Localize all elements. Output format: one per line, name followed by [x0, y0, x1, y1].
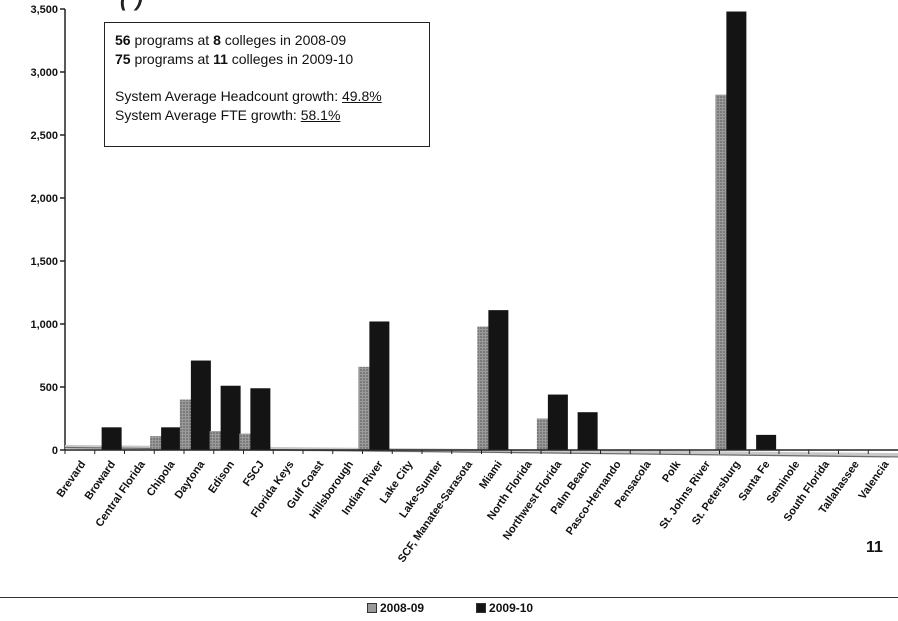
summary-line-2009: 75 programs at 11 colleges in 2009-10: [115, 50, 419, 69]
chart-legend: 2008-09 2009-10: [367, 601, 533, 615]
bar-2008: [239, 433, 254, 450]
college-count-2008: 8: [213, 32, 221, 48]
bar-2009: [190, 360, 211, 450]
x-tick-label: Polk: [660, 458, 684, 485]
x-tick-label: FSCJ: [241, 459, 267, 489]
legend-swatch-2009: [476, 603, 487, 613]
divider: [0, 597, 898, 598]
bar-2008: [179, 399, 194, 450]
summary-text: programs at: [130, 51, 214, 67]
bar-2009: [726, 11, 747, 451]
x-tick-label: Pasco-Hernando: [564, 459, 624, 538]
x-tick-label: Miami: [477, 459, 505, 491]
fte-growth-value: 58.1%: [300, 107, 341, 123]
x-tick-label: Edison: [206, 459, 237, 496]
page-number: 11: [866, 539, 883, 556]
headcount-growth-label: System Average Headcount growth:: [115, 88, 342, 104]
headcount-growth-value: 49.8%: [341, 88, 382, 104]
bar-2009: [369, 321, 390, 450]
bar-2008: [715, 94, 730, 451]
legend-item-2008: 2008-09: [367, 601, 424, 615]
bar-2009: [161, 427, 182, 450]
bar-2008: [150, 436, 165, 450]
summary-text: colleges in 2008-09: [220, 32, 347, 48]
x-tick-label: Valencia: [856, 458, 892, 502]
y-tick-label: 3,500: [30, 4, 58, 16]
y-tick-label: 1,000: [30, 319, 58, 331]
legend-label-2009: 2009-10: [489, 601, 534, 615]
program-count-2008: 56: [115, 32, 131, 48]
bar-2009: [250, 388, 271, 450]
program-count-2009: 75: [115, 51, 131, 67]
bar-2008: [477, 326, 492, 450]
legend-swatch-2008: [367, 603, 377, 613]
y-tick-label: 2,000: [30, 193, 58, 205]
summary-line-2008: 56 programs at 8 colleges in 2008-09: [115, 31, 419, 50]
bar-2009: [577, 412, 598, 450]
y-tick-label: 3,000: [30, 67, 58, 79]
summary-text: programs at: [130, 32, 214, 48]
summary-text: colleges in 2009-10: [227, 51, 354, 67]
y-tick-label: 500: [40, 382, 58, 394]
fte-growth-label: System Average FTE growth:: [115, 107, 301, 123]
legend-label-2008: 2008-09: [380, 601, 425, 615]
bar-2008: [209, 431, 224, 450]
headcount-growth: System Average Headcount growth: 49.8%: [115, 87, 419, 106]
y-tick-label: 0: [52, 445, 58, 457]
summary-box: 56 programs at 8 colleges in 2008-09 75 …: [104, 22, 430, 147]
bar-2009: [756, 434, 777, 450]
legend-item-2009: 2009-10: [476, 601, 533, 615]
fte-growth: System Average FTE growth: 58.1%: [115, 106, 419, 125]
bar-2009: [547, 394, 568, 450]
bar-2008: [536, 418, 551, 450]
bar-2009: [220, 385, 241, 450]
bar-2008: [358, 366, 373, 450]
y-tick-label: 2,500: [30, 130, 58, 142]
chart-title-fragment: ( ): [120, 0, 144, 12]
x-tick-label: Daytona: [173, 458, 208, 501]
bar-2009: [488, 310, 509, 450]
y-tick-label: 1,500: [30, 256, 58, 268]
college-count-2009: 11: [213, 51, 228, 67]
bar-2009: [101, 427, 122, 450]
bar-chart: 05001,0001,5002,0002,5003,0003,500Brevar…: [30, 4, 898, 565]
